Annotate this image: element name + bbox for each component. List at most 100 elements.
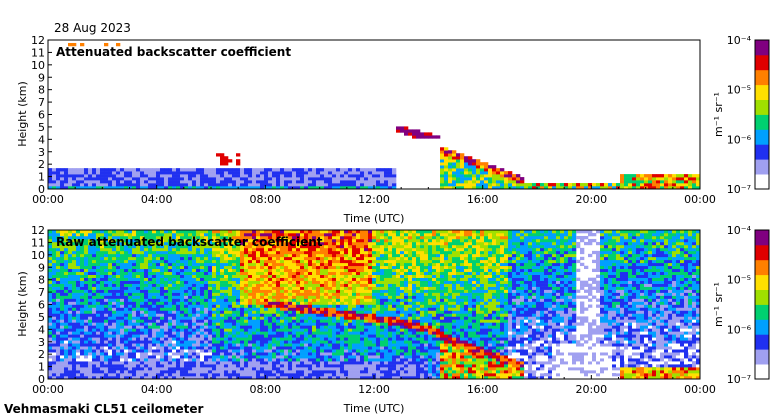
- heatmap-cell: [204, 292, 209, 296]
- heatmap-cell: [124, 256, 129, 261]
- heatmap-cell: [216, 334, 221, 338]
- heatmap-cell: [224, 325, 229, 329]
- heatmap-cell: [192, 370, 197, 374]
- heatmap-cell: [200, 352, 205, 356]
- colorbar-tick-label: 10⁻⁴: [727, 34, 752, 47]
- y-tick-label: 12: [31, 34, 45, 47]
- heatmap-cell: [48, 180, 53, 184]
- heatmap-cell: [216, 171, 221, 175]
- heatmap-cell: [116, 235, 121, 240]
- heatmap-cell: [276, 171, 281, 175]
- heatmap-cell: [344, 289, 349, 293]
- heatmap-cell: [448, 156, 453, 160]
- heatmap-cell: [144, 349, 149, 353]
- heatmap-cell: [340, 319, 345, 323]
- heatmap-cell: [48, 307, 53, 311]
- heatmap-cell: [260, 286, 265, 290]
- heatmap-cell: [168, 298, 173, 302]
- heatmap-cell: [208, 310, 213, 314]
- heatmap-cell: [684, 177, 689, 181]
- heatmap-cell: [212, 301, 217, 305]
- heatmap-cell: [48, 292, 53, 296]
- heatmap-cell: [276, 268, 281, 273]
- heatmap-cell: [272, 313, 277, 317]
- heatmap-cell: [108, 373, 113, 377]
- heatmap-cell: [160, 183, 165, 187]
- heatmap-cell: [228, 244, 233, 249]
- heatmap-cell: [60, 238, 65, 243]
- heatmap-cell: [388, 168, 393, 172]
- heatmap-cell: [356, 268, 361, 273]
- heatmap-cell: [108, 331, 113, 335]
- heatmap-cell: [644, 174, 649, 178]
- heatmap-cell: [640, 183, 645, 187]
- heatmap-cell: [308, 230, 313, 234]
- heatmap-cell: [412, 135, 417, 139]
- heatmap-cell: [284, 262, 289, 267]
- heatmap-cell: [448, 159, 453, 163]
- heatmap-cell: [196, 232, 201, 237]
- heatmap-cell: [264, 355, 269, 359]
- heatmap-cell: [80, 361, 85, 365]
- heatmap-cell: [120, 292, 125, 296]
- heatmap-cell: [288, 277, 293, 281]
- heatmap-cell: [160, 180, 165, 184]
- heatmap-cell: [68, 271, 73, 275]
- heatmap-cell: [308, 289, 313, 293]
- heatmap-cell: [228, 280, 233, 284]
- heatmap-cell: [324, 349, 329, 353]
- heatmap-cell: [412, 129, 417, 133]
- heatmap-cell: [172, 274, 177, 278]
- heatmap-cell: [144, 310, 149, 314]
- heatmap-cell: [292, 274, 297, 278]
- heatmap-cell: [324, 238, 329, 243]
- heatmap-cell: [240, 358, 245, 362]
- heatmap-cell: [228, 259, 233, 264]
- heatmap-cell: [152, 343, 157, 347]
- heatmap-cell: [136, 289, 141, 293]
- heatmap-cell: [88, 177, 93, 181]
- heatmap-cell: [132, 328, 137, 332]
- heatmap-cell: [264, 376, 269, 380]
- heatmap-cell: [288, 307, 293, 311]
- heatmap-cell: [488, 171, 493, 175]
- heatmap-cell: [284, 355, 289, 359]
- heatmap-cell: [328, 307, 333, 311]
- heatmap-cell: [324, 262, 329, 267]
- heatmap-cell: [156, 316, 161, 320]
- heatmap-cell: [144, 343, 149, 347]
- heatmap-cell: [96, 343, 101, 347]
- heatmap-cell: [220, 304, 225, 308]
- heatmap-cell: [84, 304, 89, 308]
- heatmap-cell: [164, 183, 169, 187]
- heatmap-cell: [428, 135, 433, 139]
- heatmap-cell: [304, 180, 309, 184]
- heatmap-cell: [68, 235, 73, 240]
- heatmap-cell: [364, 177, 369, 181]
- heatmap-cell: [60, 304, 65, 308]
- heatmap-cell: [104, 337, 109, 341]
- heatmap-cell: [280, 232, 285, 237]
- heatmap-cell: [212, 230, 217, 234]
- heatmap-cell: [96, 352, 101, 356]
- heatmap-cell: [292, 352, 297, 356]
- heatmap-cell: [532, 186, 537, 190]
- heatmap-cell: [128, 355, 133, 359]
- heatmap-cell: [100, 352, 105, 356]
- heatmap-cell: [136, 358, 141, 362]
- heatmap-cell: [340, 307, 345, 311]
- heatmap-cell: [108, 286, 113, 290]
- heatmap-cell: [228, 274, 233, 278]
- heatmap-cell: [128, 268, 133, 273]
- heatmap-cell: [104, 286, 109, 290]
- heatmap-cell: [128, 322, 133, 326]
- heatmap-cell: [296, 238, 301, 243]
- heatmap-cell: [220, 286, 225, 290]
- heatmap-cell: [148, 328, 153, 332]
- heatmap-cell: [124, 298, 129, 302]
- heatmap-cell: [176, 325, 181, 329]
- heatmap-cell: [140, 183, 145, 187]
- heatmap-cell: [148, 244, 153, 249]
- heatmap-cell: [192, 262, 197, 267]
- heatmap-cell: [280, 283, 285, 287]
